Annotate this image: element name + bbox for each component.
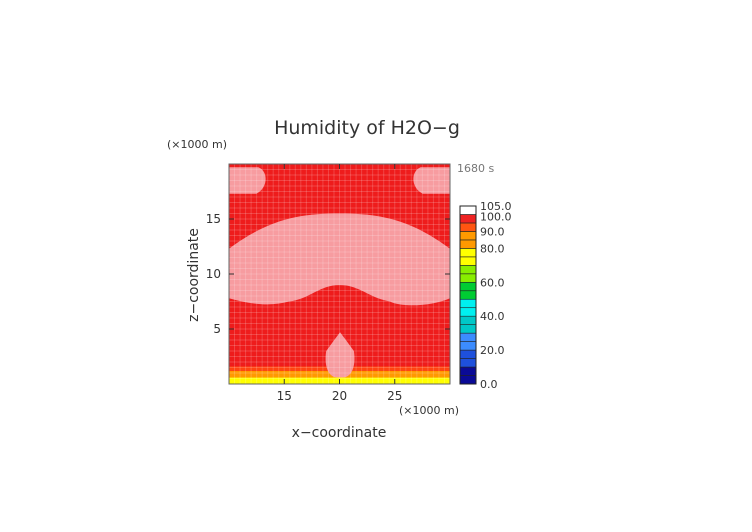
time-label: 1680 s [457,162,494,175]
colorbar-label: 90.0 [480,225,505,238]
colorbar-label: 100.0 [480,210,512,223]
x-axis-label: x−coordinate [292,425,387,441]
colorbar-segment [459,205,477,215]
x-tick-label: 20 [332,389,347,403]
colorbar-segment [459,349,477,359]
x-unit-label: (×1000 m) [399,404,459,417]
colorbar-segment [459,239,477,249]
y-unit-label: (×1000 m) [167,138,227,151]
colorbar-segment [459,315,477,325]
grid-lines [229,164,450,384]
colorbar-segment [459,298,477,309]
colorbar [459,205,477,385]
colorbar-frame [459,205,477,385]
x-tick-label: 15 [277,389,292,403]
colorbar-segment [459,248,477,258]
plot-area [229,164,450,384]
colorbar-segment [459,290,477,300]
colorbar-segment [459,273,477,283]
y-axis-label: z−coordinate [186,228,202,322]
colorbar-segment [459,375,477,385]
colorbar-label: 0.0 [480,378,498,391]
colorbar-segment [459,281,477,292]
mid-level-cloud [229,213,450,306]
colorbar-segment [459,341,477,351]
colorbar-label: 40.0 [480,310,505,323]
chart-title: Humidity of H2O−g [274,117,460,139]
central-plume [325,332,355,378]
x-axis-ticks: 15 20 25 [277,164,402,403]
colorbar-segment [459,366,477,376]
colorbar-segment [459,222,477,232]
colorbar-label: 105.0 [480,200,512,213]
colorbar-label: 60.0 [480,276,505,289]
colorbar-segment [459,231,477,241]
y-axis-ticks: 5 10 15 [206,212,450,336]
colorbar-segment [459,324,477,334]
y-tick-label: 5 [213,322,221,336]
x-tick-label: 25 [387,389,402,403]
colorbar-label: 80.0 [480,242,505,255]
upper-right-patch [413,167,450,194]
colorbar-segment [459,332,477,342]
y-tick-label: 15 [206,212,221,226]
colorbar-segment [459,307,477,317]
upper-left-patch [229,167,266,194]
colorbar-segment [459,214,477,224]
y-tick-label: 10 [206,267,221,281]
colorbar-label: 20.0 [480,344,505,357]
colorbar-segment [459,358,477,368]
colorbar-segment [459,265,477,275]
colorbar-segment [459,256,477,266]
